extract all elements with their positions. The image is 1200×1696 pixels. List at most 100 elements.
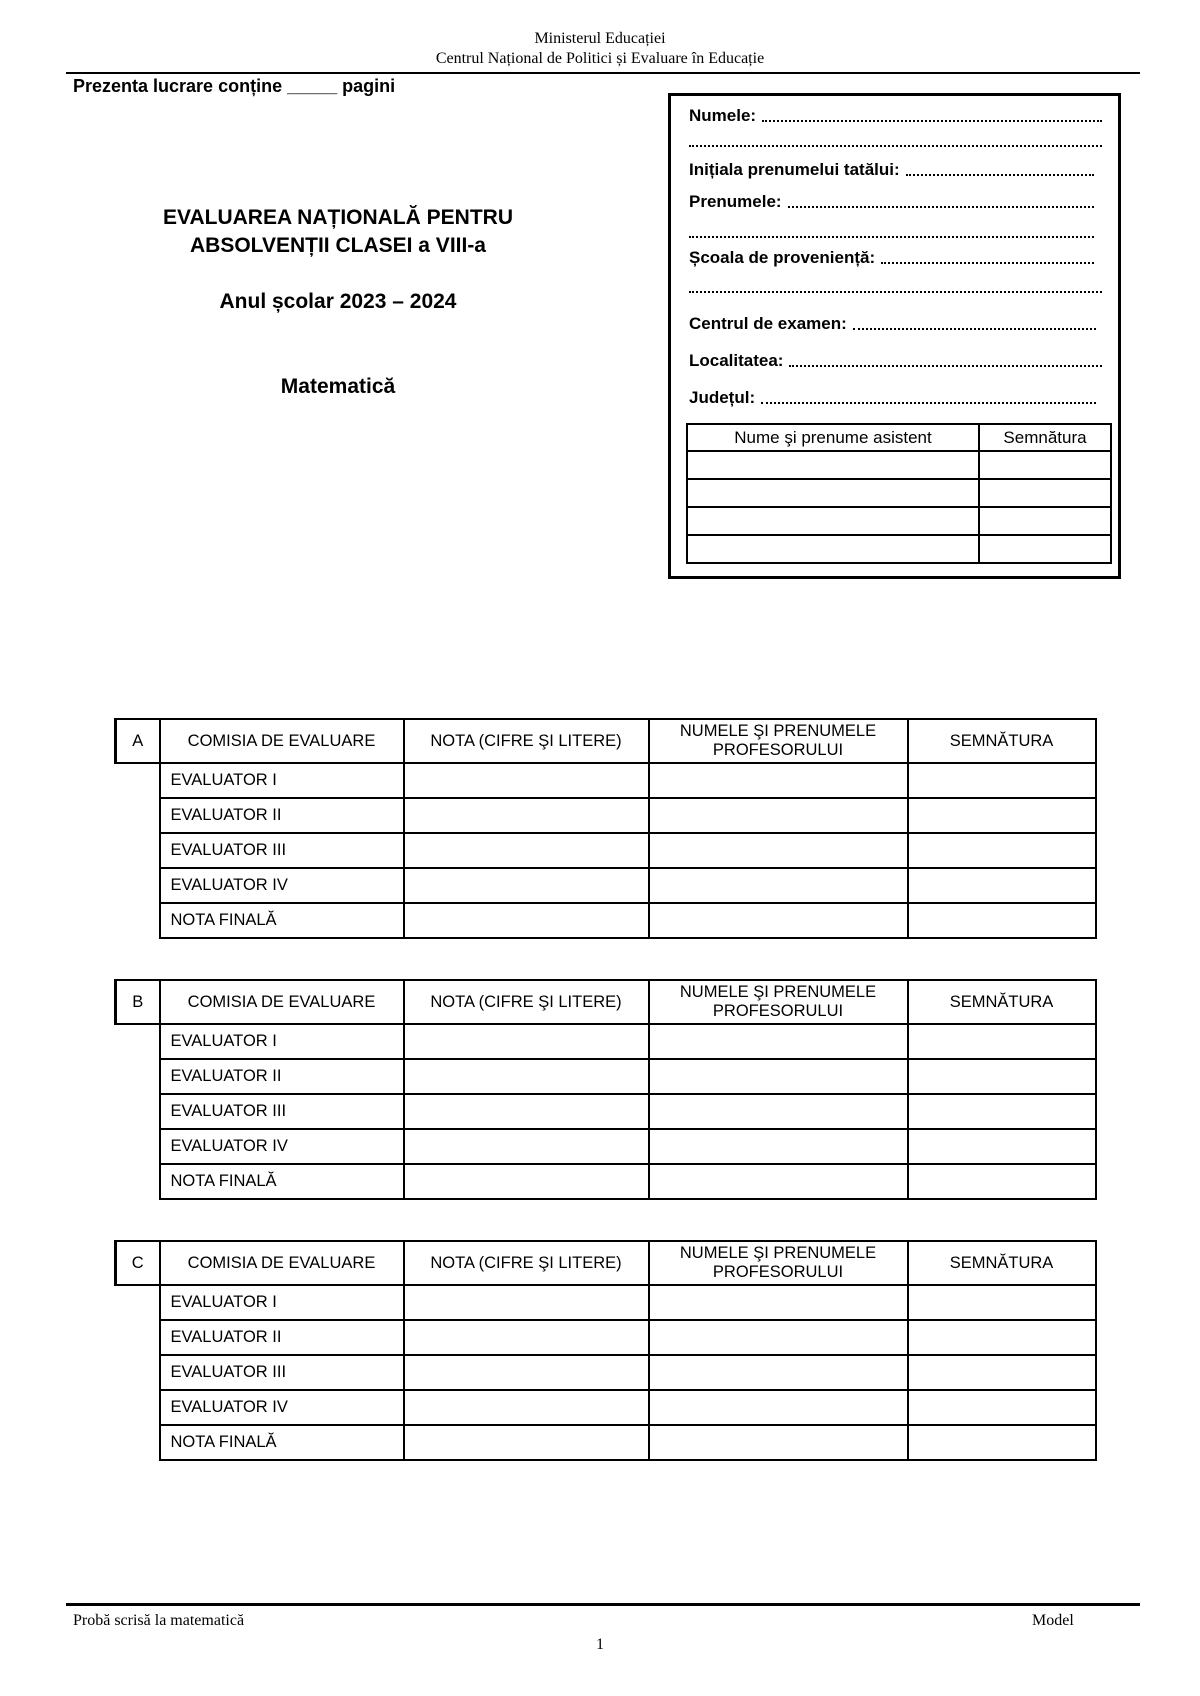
evaluator-label: NOTA FINALĂ xyxy=(158,1163,405,1200)
footer-divider xyxy=(66,1603,1140,1606)
teacher-name-cell[interactable] xyxy=(647,762,909,799)
teacher-name-cell[interactable] xyxy=(647,1284,909,1321)
teacher-name-cell[interactable] xyxy=(647,832,909,869)
grade-cell[interactable] xyxy=(402,832,650,869)
signature-cell[interactable] xyxy=(906,797,1097,834)
column-header: SEMNĂTURA xyxy=(906,718,1097,764)
signature-cell[interactable] xyxy=(906,762,1097,799)
table-row: EVALUATOR III xyxy=(115,1354,1097,1391)
signature-cell[interactable] xyxy=(906,1023,1097,1060)
signature-cell[interactable] xyxy=(906,1128,1097,1165)
header-ministry: Ministerul Educației xyxy=(534,30,666,47)
grade-cell[interactable] xyxy=(402,1424,650,1461)
grade-cell[interactable] xyxy=(402,762,650,799)
field-scoala-continuation[interactable] xyxy=(689,291,1102,293)
field-scoala[interactable]: Școala de proveniență: xyxy=(689,248,1094,268)
teacher-name-cell[interactable] xyxy=(647,1319,909,1356)
evaluator-label: EVALUATOR III xyxy=(158,832,405,869)
signature-cell[interactable] xyxy=(906,1163,1097,1200)
assistant-name-cell[interactable] xyxy=(686,534,980,564)
grade-cell[interactable] xyxy=(402,867,650,904)
assistant-signature-cell[interactable] xyxy=(978,478,1112,508)
grade-cell[interactable] xyxy=(402,1319,650,1356)
teacher-name-cell[interactable] xyxy=(647,1128,909,1165)
teacher-name-cell[interactable] xyxy=(647,797,909,834)
signature-cell[interactable] xyxy=(906,1284,1097,1321)
assistant-signature-cell[interactable] xyxy=(978,506,1112,536)
teacher-name-cell[interactable] xyxy=(647,902,909,939)
column-header: NUMELE ŞI PRENUMELE PROFESORULUI xyxy=(647,1240,909,1286)
teacher-name-cell[interactable] xyxy=(647,1023,909,1060)
assistant-row xyxy=(686,534,1112,564)
grade-cell[interactable] xyxy=(402,1284,650,1321)
assistant-name-header: Nume şi prenume asistent xyxy=(686,423,980,452)
evaluator-label: EVALUATOR I xyxy=(158,1284,405,1321)
footer-left: Probă scrisă la matematică xyxy=(73,1612,245,1629)
table-row: EVALUATOR II xyxy=(115,1319,1097,1356)
teacher-name-cell[interactable] xyxy=(647,1424,909,1461)
signature-cell[interactable] xyxy=(906,1093,1097,1130)
signature-cell[interactable] xyxy=(906,832,1097,869)
teacher-name-cell[interactable] xyxy=(647,1093,909,1130)
student-info-box: Numele: Inițiala prenumelui tatălui: Pre… xyxy=(668,93,1121,579)
table-row: EVALUATOR III xyxy=(115,1093,1097,1130)
signature-cell[interactable] xyxy=(906,867,1097,904)
evaluation-table-a: A COMISIA DE EVALUARE NOTA (CIFRE ŞI LITER… xyxy=(114,718,1097,939)
teacher-name-cell[interactable] xyxy=(647,1354,909,1391)
school-year: Anul școlar 2023 – 2024 xyxy=(219,290,457,313)
field-numele[interactable]: Numele: xyxy=(689,106,1102,126)
assistant-signature-cell[interactable] xyxy=(978,534,1112,564)
grade-cell[interactable] xyxy=(402,797,650,834)
assistant-row xyxy=(686,478,1112,508)
signature-cell[interactable] xyxy=(906,1058,1097,1095)
grade-cell[interactable] xyxy=(402,1093,650,1130)
field-scoala-label: Școala de proveniență: xyxy=(689,248,876,267)
signature-cell[interactable] xyxy=(906,1354,1097,1391)
grade-cell[interactable] xyxy=(402,1058,650,1095)
column-header: COMISIA DE EVALUARE xyxy=(158,1240,405,1286)
teacher-name-cell[interactable] xyxy=(647,867,909,904)
table-row: EVALUATOR IV xyxy=(115,867,1097,904)
signature-cell[interactable] xyxy=(906,1389,1097,1426)
field-judetul-label: Județul: xyxy=(689,388,756,407)
section-letter: A xyxy=(114,718,161,764)
field-numele-continuation[interactable] xyxy=(689,145,1102,147)
assistant-signature-cell[interactable] xyxy=(978,450,1112,480)
evaluator-label: EVALUATOR IV xyxy=(158,1128,405,1165)
evaluator-label: NOTA FINALĂ xyxy=(158,902,405,939)
table-row: NOTA FINALĂ xyxy=(115,902,1097,939)
grade-cell[interactable] xyxy=(402,1389,650,1426)
grade-cell[interactable] xyxy=(402,1128,650,1165)
field-centrul[interactable]: Centrul de examen: xyxy=(689,314,1096,334)
teacher-name-cell[interactable] xyxy=(647,1389,909,1426)
teacher-name-cell[interactable] xyxy=(647,1163,909,1200)
signature-cell[interactable] xyxy=(906,1319,1097,1356)
signature-cell[interactable] xyxy=(906,1424,1097,1461)
section-letter: C xyxy=(114,1240,161,1286)
field-prenumele[interactable]: Prenumele: xyxy=(689,192,1094,212)
field-prenumele-continuation[interactable] xyxy=(689,236,1094,238)
column-header: NUMELE ŞI PRENUMELE PROFESORULUI xyxy=(647,718,909,764)
evaluator-label: EVALUATOR I xyxy=(158,762,405,799)
grade-cell[interactable] xyxy=(402,1163,650,1200)
footer-right: Model xyxy=(1032,1612,1074,1629)
grade-cell[interactable] xyxy=(402,902,650,939)
assistant-name-cell[interactable] xyxy=(686,450,980,480)
table-row: EVALUATOR I xyxy=(115,762,1097,799)
field-judetul[interactable]: Județul: xyxy=(689,388,1096,408)
field-localitatea[interactable]: Localitatea: xyxy=(689,351,1102,371)
assistant-row xyxy=(686,450,1112,480)
assistant-name-cell[interactable] xyxy=(686,478,980,508)
column-header: COMISIA DE EVALUARE xyxy=(158,718,405,764)
grade-cell[interactable] xyxy=(402,1023,650,1060)
field-initiala[interactable]: Inițiala prenumelui tatălui: xyxy=(689,160,1094,180)
teacher-name-cell[interactable] xyxy=(647,1058,909,1095)
grade-cell[interactable] xyxy=(402,1354,650,1391)
field-numele-label: Numele: xyxy=(689,106,757,125)
evaluator-label: EVALUATOR I xyxy=(158,1023,405,1060)
evaluation-table-c: C COMISIA DE EVALUARE NOTA (CIFRE ŞI LITER… xyxy=(114,1240,1097,1461)
signature-cell[interactable] xyxy=(906,902,1097,939)
assistant-name-cell[interactable] xyxy=(686,506,980,536)
evaluator-label: EVALUATOR II xyxy=(158,797,405,834)
evaluator-label: EVALUATOR IV xyxy=(158,867,405,904)
